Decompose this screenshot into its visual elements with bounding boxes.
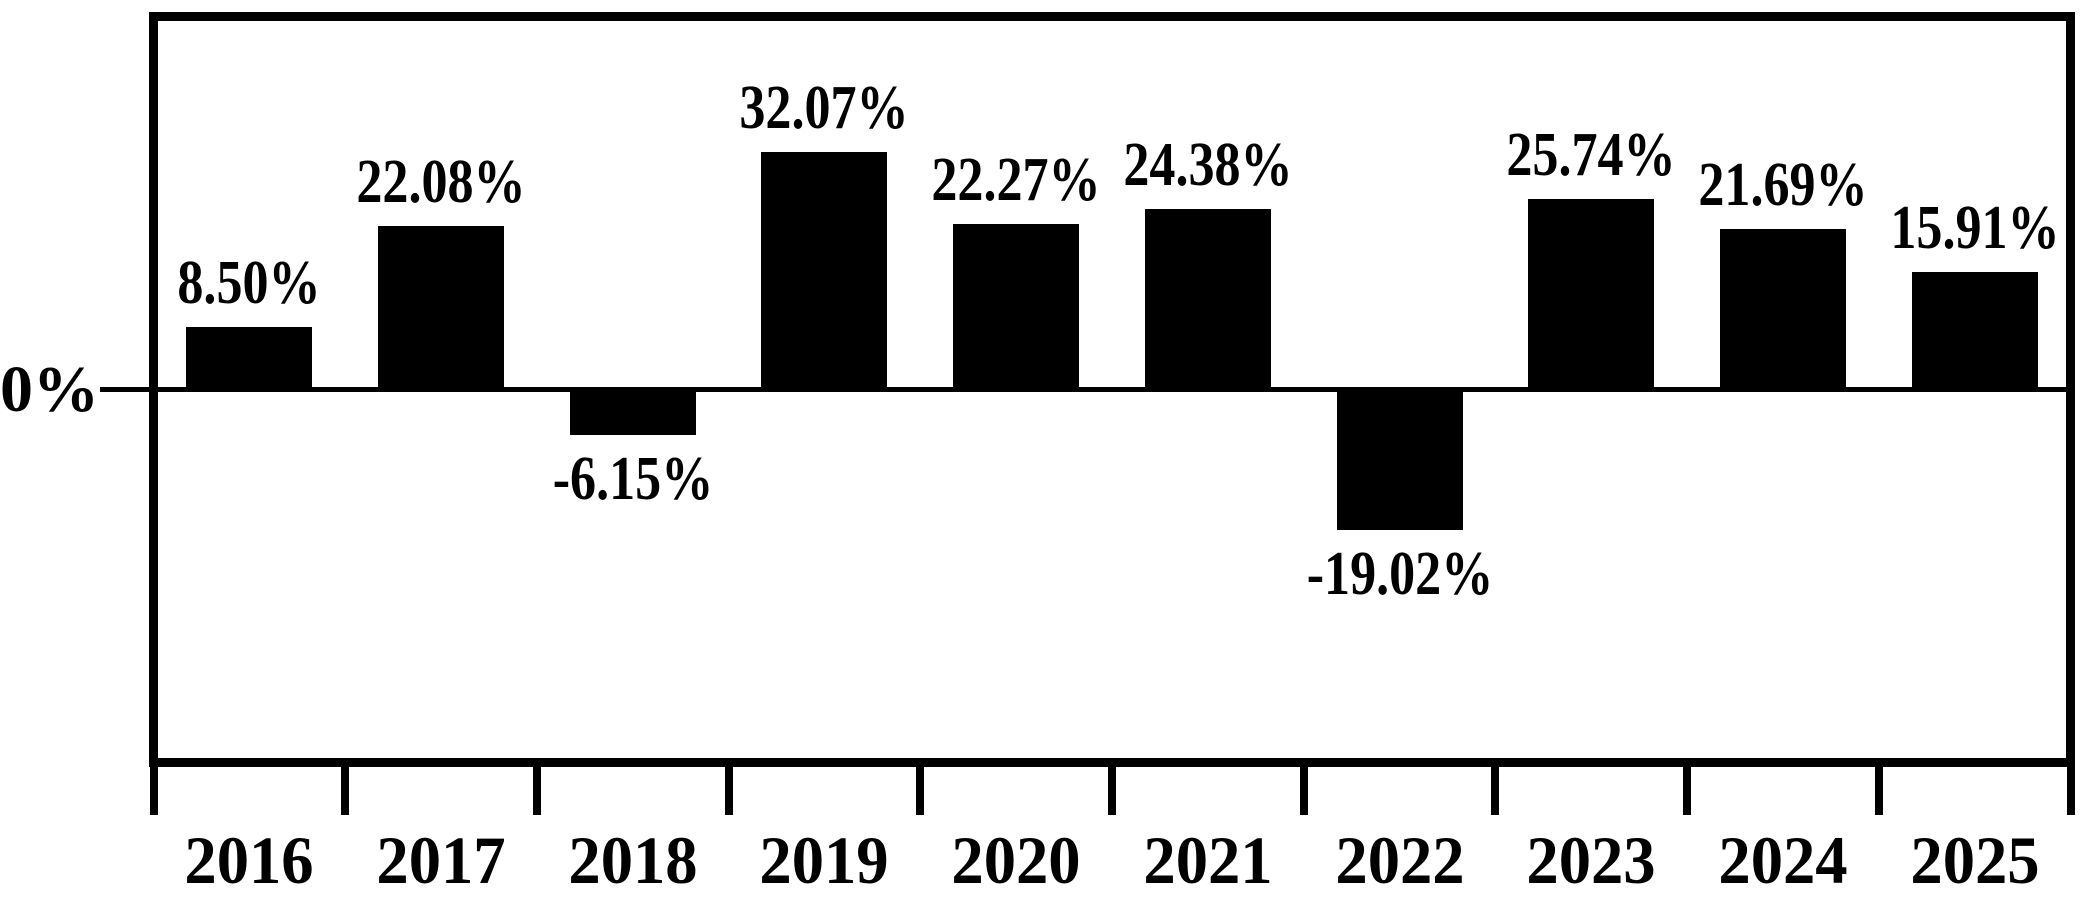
bar-2017 — [378, 226, 504, 392]
bar-2022 — [1337, 387, 1463, 530]
x-axis-label-2025: 2025 — [1910, 822, 2040, 898]
x-axis-tick — [1875, 760, 1883, 815]
bar-2018 — [570, 387, 696, 435]
x-axis-tick — [916, 760, 924, 815]
x-axis-tick — [1300, 760, 1308, 815]
y-axis-zero-tick — [100, 387, 158, 392]
x-axis-tick — [2067, 760, 2075, 815]
value-label-2017: 22.08% — [356, 148, 526, 216]
x-axis-label-2020: 2020 — [951, 822, 1081, 898]
value-label-2022: -19.02% — [1306, 540, 1494, 608]
y-axis-zero-label: 0% — [0, 353, 99, 426]
x-axis-label-2016: 2016 — [184, 822, 314, 898]
bar-2025 — [1912, 272, 2038, 392]
bar-2024 — [1720, 229, 1846, 392]
x-axis-tick — [533, 760, 541, 815]
x-axis-tick — [1108, 760, 1116, 815]
x-axis-label-2018: 2018 — [568, 822, 698, 898]
value-label-2019: 32.07% — [739, 74, 909, 142]
value-label-2024: 21.69% — [1698, 151, 1868, 219]
bar-2021 — [1145, 209, 1271, 392]
zero-baseline — [158, 387, 2066, 392]
x-axis-label-2021: 2021 — [1143, 822, 1273, 898]
x-axis-label-2024: 2024 — [1718, 822, 1848, 898]
x-axis-tick — [725, 760, 733, 815]
value-label-2025: 15.91% — [1890, 194, 2060, 262]
x-axis-tick — [341, 760, 349, 815]
value-label-2016: 8.50% — [177, 249, 321, 317]
x-axis-label-2022: 2022 — [1335, 822, 1465, 898]
value-label-2018: -6.15% — [552, 445, 714, 513]
x-axis-label-2017: 2017 — [376, 822, 506, 898]
value-label-2020: 22.27% — [931, 146, 1101, 214]
x-axis-tick — [1683, 760, 1691, 815]
x-axis-tick — [150, 760, 158, 815]
value-label-2023: 25.74% — [1506, 121, 1676, 189]
x-axis-label-2023: 2023 — [1526, 822, 1656, 898]
bar-2019 — [761, 152, 887, 392]
x-axis-tick — [1491, 760, 1499, 815]
value-label-2021: 24.38% — [1123, 131, 1293, 199]
bar-2023 — [1528, 199, 1654, 392]
x-axis-label-2019: 2019 — [759, 822, 889, 898]
bar-2020 — [953, 224, 1079, 392]
bar-2016 — [186, 327, 312, 392]
